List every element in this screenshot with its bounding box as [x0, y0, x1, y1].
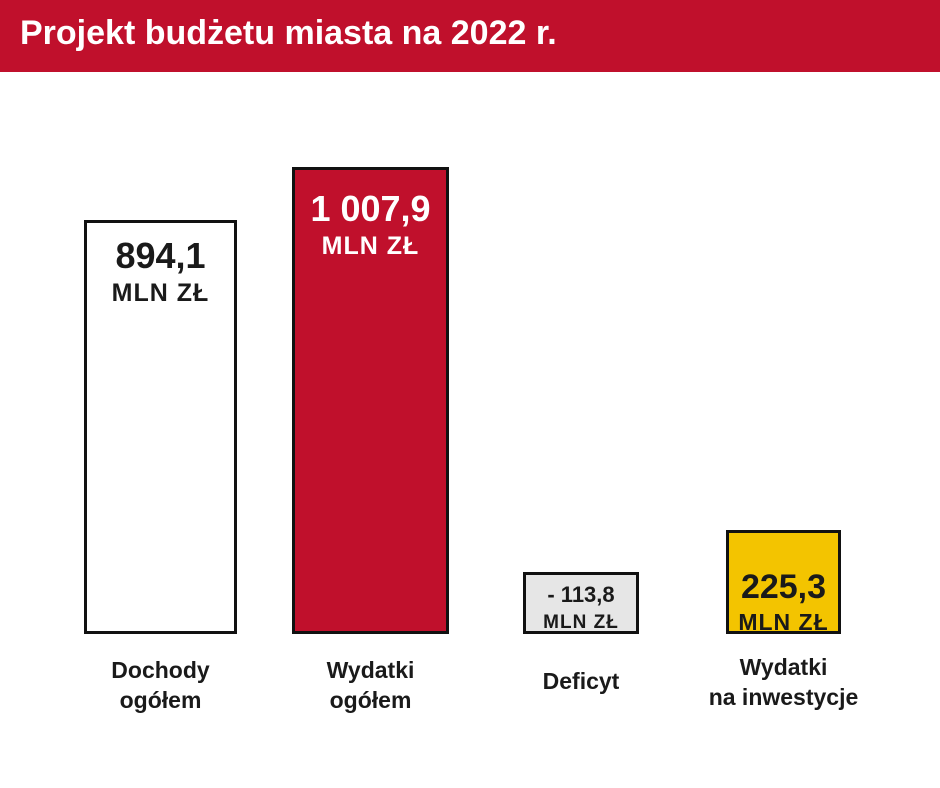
- bar-2: - 113,8 MLN ZŁ: [523, 572, 639, 634]
- category-label: Wydatki na inwestycje: [708, 654, 859, 710]
- bar-value-label: 1 007,9: [310, 188, 431, 229]
- bar-unit-label: MLN ZŁ: [738, 608, 829, 635]
- category-label: Deficyt: [542, 668, 620, 694]
- bar-value-label: - 113,8: [547, 582, 615, 607]
- category-label: Wydatki ogółem: [326, 657, 415, 713]
- bar-value-label: 225,3: [740, 567, 827, 606]
- bar-unit-label: MLN ZŁ: [111, 278, 210, 307]
- page-title: Projekt budżetu miasta na 2022 r.: [20, 14, 557, 52]
- category-label: Dochody ogółem: [111, 657, 210, 713]
- bar-3: 225,3 MLN ZŁ: [726, 529, 841, 635]
- header-banner: Projekt budżetu miasta na 2022 r.: [0, 0, 940, 72]
- bar-unit-label: MLN ZŁ: [543, 612, 619, 633]
- bar-unit-label: MLN ZŁ: [321, 232, 420, 260]
- bar-value-label: 894,1: [115, 234, 206, 276]
- bar-1: 1 007,9 MLN ZŁ: [292, 167, 449, 634]
- bar-0: 894,1 MLN ZŁ: [84, 219, 237, 634]
